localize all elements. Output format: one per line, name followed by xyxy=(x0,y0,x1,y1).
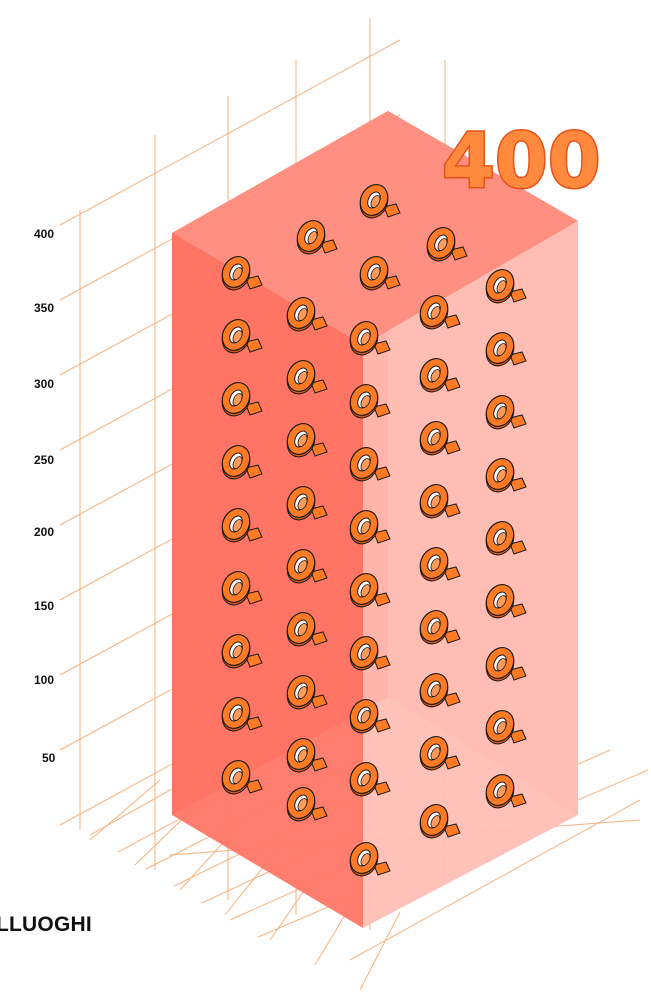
tick-label: 250 xyxy=(34,453,54,467)
tick-label: 50 xyxy=(42,751,56,765)
block-right-front-face xyxy=(363,221,578,928)
grid-line xyxy=(89,779,161,841)
tick-label: 350 xyxy=(34,301,54,315)
axis-ticks: 400 350 300 250 200 150 100 50 xyxy=(34,227,56,765)
caption-title: LLUOGHI xyxy=(0,913,92,936)
tick-label: 200 xyxy=(34,525,54,539)
headline-number: 400 xyxy=(442,116,601,205)
tick-label: 150 xyxy=(34,599,54,613)
grid-line xyxy=(349,799,641,961)
grid-line xyxy=(359,911,401,991)
tick-label: 400 xyxy=(34,227,54,241)
block-top-face xyxy=(172,111,578,345)
tick-label: 300 xyxy=(34,377,54,391)
block-front-face xyxy=(172,233,363,928)
tick-label: 100 xyxy=(34,673,54,687)
grid-line xyxy=(59,39,401,226)
block-3d xyxy=(172,111,578,928)
